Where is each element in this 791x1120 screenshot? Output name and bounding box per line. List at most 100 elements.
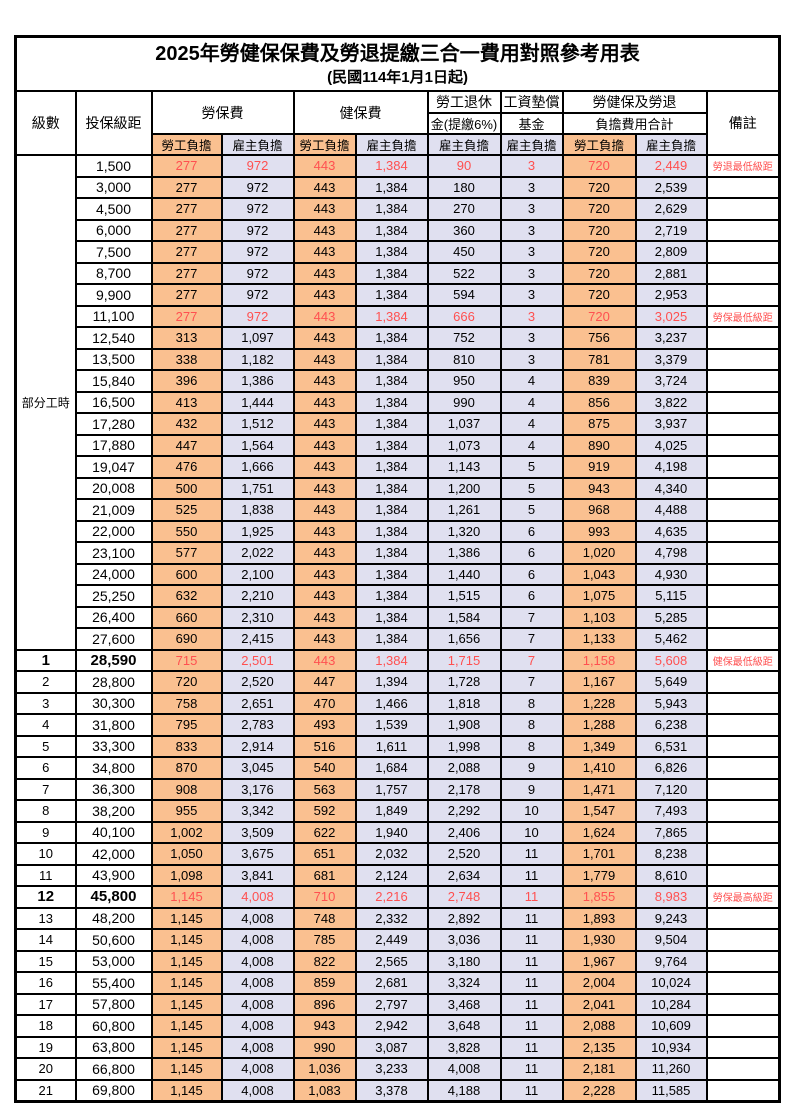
cell-bracket: 48,200 — [74, 906, 153, 930]
cell-labor-employer: 972 — [220, 304, 295, 328]
cell-pension-employer: 594 — [426, 283, 502, 307]
cell-wage-fund-employer: 7 — [499, 670, 564, 694]
table-row: 27,600 690 2,415 443 1,384 1,656 7 1,133 5,462 — [16, 627, 781, 651]
cell-labor-worker: 1,145 — [150, 1014, 223, 1038]
cell-labor-worker: 1,145 — [150, 992, 223, 1016]
table-row: 8,700 277 972 443 1,384 522 3 720 2,881 — [16, 261, 781, 285]
cell-remark — [705, 756, 781, 780]
cell-bracket: 30,300 — [74, 691, 153, 715]
cell-total-employer: 3,237 — [634, 326, 708, 350]
cell-wage-fund-employer: 4 — [499, 433, 564, 457]
cell-level: 7 — [14, 777, 77, 801]
cell-wage-fund-employer: 5 — [499, 498, 564, 522]
page-title: 2025年勞健保保費及勞退提繳三合一費用對照參考用表 — [155, 42, 640, 65]
cell-labor-worker: 432 — [150, 412, 223, 436]
cell-wage-fund-employer: 11 — [499, 1014, 564, 1038]
page-subtitle: (民國114年1月1日起) — [327, 68, 468, 86]
cell-total-worker: 1,624 — [561, 820, 637, 844]
cell-labor-employer: 3,841 — [220, 863, 295, 887]
title-row: 2025年勞健保保費及勞退提繳三合一費用對照參考用表 (民國114年1月1日起) — [14, 35, 781, 92]
cell-wage-fund-employer: 11 — [499, 992, 564, 1016]
table-row: 11,100 277 972 443 1,384 666 3 720 3,025 勞保最低級距 — [16, 304, 781, 328]
cell-labor-employer: 1,838 — [220, 498, 295, 522]
cell-health-worker: 443 — [292, 476, 357, 500]
cell-health-worker: 540 — [292, 756, 357, 780]
col-header-total-line1: 勞健保及勞退 — [561, 90, 708, 114]
cell-remark — [705, 541, 781, 565]
col-header-remark: 備註 — [705, 90, 781, 156]
cell-wage-fund-employer: 11 — [499, 949, 564, 973]
cell-total-employer: 5,608 — [634, 648, 708, 672]
cell-total-employer: 10,284 — [634, 992, 708, 1016]
cell-wage-fund-employer: 4 — [499, 390, 564, 414]
cell-health-employer: 1,384 — [354, 347, 429, 371]
cell-total-worker: 781 — [561, 347, 637, 371]
cell-labor-employer: 972 — [220, 283, 295, 307]
col-header-wage-fund-line1: 工資墊償 — [499, 90, 564, 114]
cell-total-worker: 1,779 — [561, 863, 637, 887]
cell-health-worker: 447 — [292, 670, 357, 694]
cell-wage-fund-employer: 6 — [499, 541, 564, 565]
cell-total-worker: 1,410 — [561, 756, 637, 780]
cell-total-worker: 1,288 — [561, 713, 637, 737]
cell-total-employer: 8,238 — [634, 842, 708, 866]
cell-labor-worker: 1,145 — [150, 1078, 223, 1102]
cell-bracket: 25,250 — [74, 584, 153, 608]
cell-wage-fund-employer: 3 — [499, 347, 564, 371]
cell-health-worker: 516 — [292, 734, 357, 758]
cell-pension-employer: 90 — [426, 154, 502, 178]
cell-health-worker: 443 — [292, 347, 357, 371]
cell-wage-fund-employer: 11 — [499, 928, 564, 952]
cell-labor-employer: 2,520 — [220, 670, 295, 694]
cell-total-worker: 1,103 — [561, 605, 637, 629]
cell-total-employer: 2,629 — [634, 197, 708, 221]
cell-total-employer: 4,798 — [634, 541, 708, 565]
cell-wage-fund-employer: 5 — [499, 476, 564, 500]
cell-pension-employer: 990 — [426, 390, 502, 414]
cell-health-employer: 1,384 — [354, 261, 429, 285]
cell-labor-employer: 972 — [220, 175, 295, 199]
cell-health-employer: 1,539 — [354, 713, 429, 737]
cell-labor-worker: 277 — [150, 283, 223, 307]
cell-bracket: 40,100 — [74, 820, 153, 844]
cell-health-worker: 443 — [292, 218, 357, 242]
table-body: 部分工時 1,500 277 972 443 1,384 90 3 720 2,449 勞退最低級距… — [14, 154, 781, 1102]
cell-health-worker: 443 — [292, 369, 357, 393]
cell-labor-employer: 4,008 — [220, 992, 295, 1016]
cell-labor-employer: 2,022 — [220, 541, 295, 565]
cell-bracket: 16,500 — [74, 390, 153, 414]
cell-health-worker: 592 — [292, 799, 357, 823]
cell-bracket: 15,840 — [74, 369, 153, 393]
cell-pension-employer: 360 — [426, 218, 502, 242]
cell-health-worker: 748 — [292, 906, 357, 930]
cell-labor-employer: 4,008 — [220, 1014, 295, 1038]
subheader-total-worker: 勞工負擔 — [561, 133, 637, 156]
cell-wage-fund-employer: 11 — [499, 885, 564, 909]
cell-health-worker: 443 — [292, 326, 357, 350]
col-header-labor-fee: 勞保費 — [150, 90, 295, 135]
table-row: 4,500 277 972 443 1,384 270 3 720 2,629 — [16, 197, 781, 221]
cell-health-employer: 2,332 — [354, 906, 429, 930]
subheader-pension-employer: 雇主負擔 — [426, 133, 502, 156]
col-header-health-fee: 健保費 — [292, 90, 429, 135]
col-header-total-line2: 負擔費用合計 — [561, 112, 708, 135]
table-row: 14 50,600 1,145 4,008 785 2,449 3,036 11 1,930 9,… — [14, 928, 781, 952]
cell-health-employer: 1,384 — [354, 648, 429, 672]
cell-bracket: 12,540 — [74, 326, 153, 350]
cell-total-worker: 1,701 — [561, 842, 637, 866]
cell-remark — [705, 347, 781, 371]
cell-total-worker: 1,020 — [561, 541, 637, 565]
cell-total-employer: 11,260 — [634, 1057, 708, 1081]
cell-remark — [705, 799, 781, 823]
subheader-health-employer: 雇主負擔 — [354, 133, 429, 156]
cell-health-employer: 2,797 — [354, 992, 429, 1016]
cell-labor-employer: 1,097 — [220, 326, 295, 350]
cell-total-employer: 5,115 — [634, 584, 708, 608]
subheader-wage-fund-employer: 雇主負擔 — [499, 133, 564, 156]
cell-labor-worker: 955 — [150, 799, 223, 823]
cell-health-worker: 443 — [292, 433, 357, 457]
cell-pension-employer: 1,261 — [426, 498, 502, 522]
cell-remark — [705, 326, 781, 350]
cell-total-worker: 943 — [561, 476, 637, 500]
table-row: 20,008 500 1,751 443 1,384 1,200 5 943 4,340 — [16, 476, 781, 500]
